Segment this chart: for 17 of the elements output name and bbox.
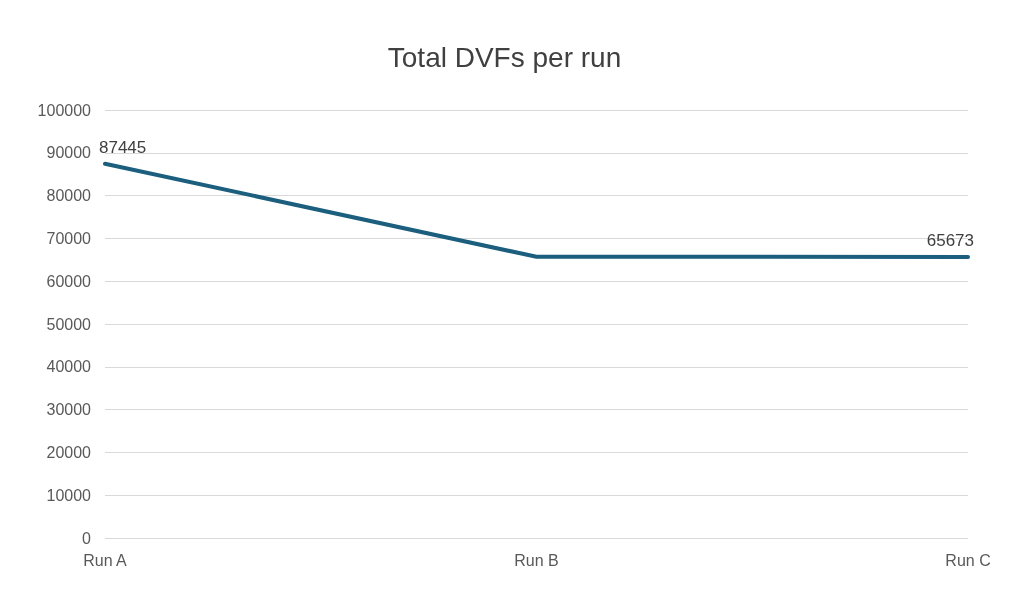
x-tick-label: Run B xyxy=(514,551,559,569)
y-tick-label: 80000 xyxy=(46,187,92,205)
y-tick-label: 90000 xyxy=(46,144,92,162)
y-tick-label: 10000 xyxy=(46,486,92,504)
y-tick-label: 30000 xyxy=(46,401,92,419)
y-tick-label: 60000 xyxy=(46,272,92,290)
y-tick-label: 50000 xyxy=(46,315,92,333)
x-tick-label: Run A xyxy=(83,551,128,569)
data-label: 65673 xyxy=(926,230,974,250)
y-tick-label: 40000 xyxy=(46,358,92,376)
data-label: 87445 xyxy=(99,137,147,157)
y-tick-label: 70000 xyxy=(46,229,92,247)
chart-title: Total DVFs per run xyxy=(387,41,622,73)
y-tick-label: 20000 xyxy=(46,443,92,461)
y-tick-label: 100000 xyxy=(37,101,92,119)
x-tick-label: Run C xyxy=(945,551,991,569)
y-tick-label: 0 xyxy=(82,529,92,547)
